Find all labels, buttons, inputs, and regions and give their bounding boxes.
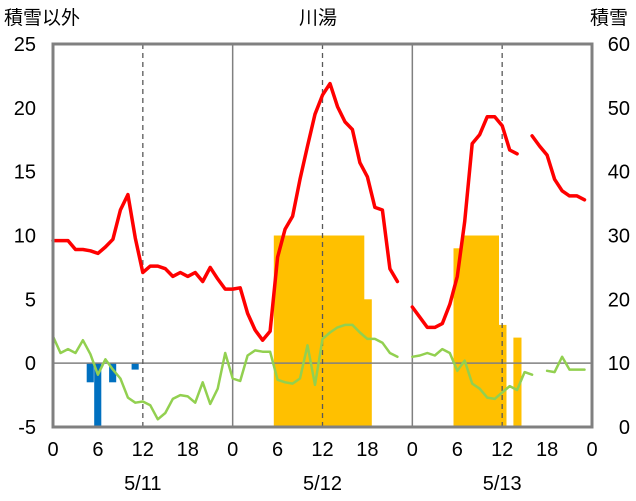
left-tick-label: 0 <box>25 353 36 375</box>
precipitation-bar <box>131 363 139 370</box>
x-tick-label: 0 <box>227 439 238 461</box>
wind-line-segment <box>51 323 399 421</box>
snow-depth-bar <box>281 235 290 427</box>
x-tick-label: 0 <box>407 439 418 461</box>
x-axis-ticks: 0 6 12 18 0 6 12 18 0 6 12 18 0 <box>47 439 597 461</box>
right-axis-ticks: 60 50 40 30 20 10 0 <box>608 34 630 439</box>
snow-depth-bar <box>296 235 305 427</box>
x-tick-label: 18 <box>356 439 378 461</box>
precipitation-bars <box>86 363 139 427</box>
x-tick-label: 12 <box>491 439 513 461</box>
snow-depth-bar <box>311 235 320 427</box>
temperature-line-segment <box>51 81 400 342</box>
right-tick-label: 10 <box>608 353 630 375</box>
snow-depth-bar <box>333 235 342 427</box>
x-tick-label: 12 <box>132 439 154 461</box>
left-tick-label: 15 <box>14 162 36 184</box>
right-tick-label: 50 <box>608 98 630 120</box>
precipitation-bar <box>94 363 102 427</box>
x-tick-label: 0 <box>47 439 58 461</box>
snow-depth-bar <box>288 235 297 427</box>
snow-depth-bar <box>303 235 312 427</box>
snow-depth-bars <box>273 235 522 427</box>
snow-depth-bar <box>490 235 499 427</box>
temperature-line-segment <box>530 134 587 202</box>
right-tick-label: 20 <box>608 289 630 311</box>
x-tick-label: 18 <box>536 439 558 461</box>
snow-depth-bar <box>341 235 350 427</box>
right-axis-title: 積雪 <box>590 7 628 29</box>
x-tick-label: 6 <box>272 439 283 461</box>
temperature-line-segment <box>410 115 519 330</box>
left-tick-label: -5 <box>18 417 36 439</box>
left-tick-label: 10 <box>14 226 36 248</box>
temperature-line <box>51 81 587 342</box>
left-tick-label: 5 <box>25 289 36 311</box>
day-label: 5/13 <box>483 473 522 495</box>
left-axis-title: 積雪以外 <box>4 7 80 29</box>
snow-depth-bar <box>513 337 522 427</box>
x-tick-label: 6 <box>452 439 463 461</box>
plot-frame <box>51 42 594 429</box>
wind-line-segment <box>545 355 586 374</box>
x-tick-label: 6 <box>92 439 103 461</box>
day-label: 5/11 <box>124 473 161 495</box>
x-tick-label: 12 <box>311 439 333 461</box>
left-tick-label: 20 <box>14 98 36 120</box>
precipitation-bar <box>109 363 117 383</box>
wind-line <box>51 323 586 421</box>
snow-depth-bar <box>468 235 477 427</box>
day-labels: 5/11 5/12 5/13 <box>124 473 522 495</box>
day-label: 5/12 <box>303 473 342 495</box>
wind-line-segment <box>411 347 534 401</box>
x-tick-label: 18 <box>177 439 199 461</box>
right-tick-label: 40 <box>608 162 630 184</box>
snow-depth-bar <box>348 235 357 427</box>
right-tick-label: 60 <box>608 34 630 56</box>
snow-depth-bar <box>498 324 507 427</box>
precipitation-bar <box>86 363 94 383</box>
snow-depth-bar <box>461 235 470 427</box>
snow-depth-bar <box>476 235 485 427</box>
left-axis-ticks: 25 20 15 10 5 0 -5 <box>14 34 36 439</box>
gridlines <box>53 44 592 427</box>
snow-depth-bar <box>273 235 282 427</box>
x-tick-label: 0 <box>586 439 597 461</box>
chart-title: 川湯 <box>299 7 337 29</box>
right-tick-label: 0 <box>619 417 630 439</box>
left-tick-label: 25 <box>14 34 36 56</box>
snow-depth-bar <box>483 235 492 427</box>
snow-depth-bar <box>453 248 462 427</box>
right-tick-label: 30 <box>608 226 630 248</box>
snow-depth-bar <box>318 235 327 427</box>
